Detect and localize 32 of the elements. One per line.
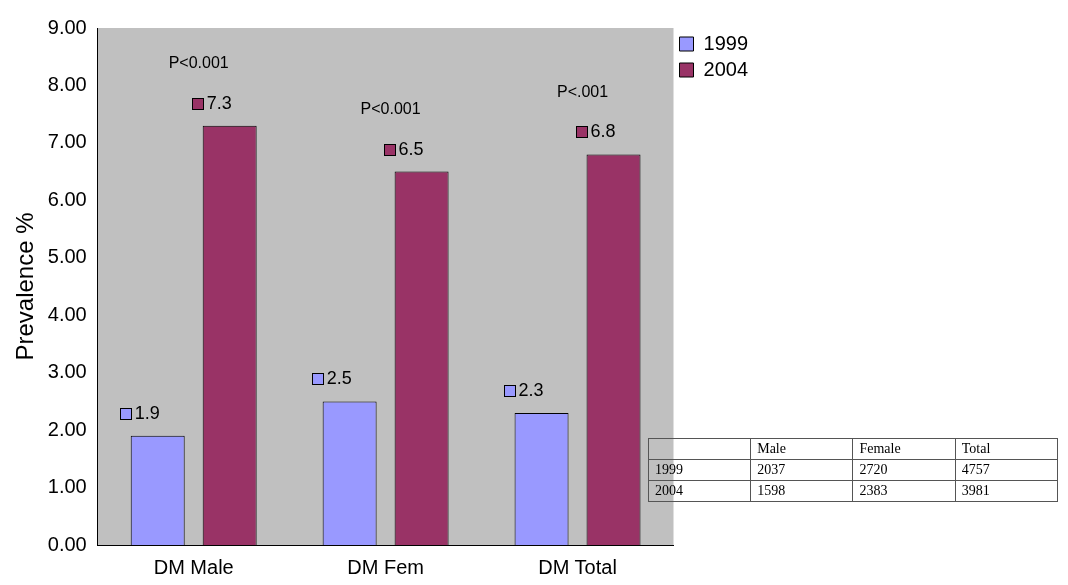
data-label: 2.5	[326, 368, 352, 389]
y-tick-label: 4.00	[47, 302, 87, 325]
y-tick-label: 2.00	[47, 417, 87, 440]
x-tick-label: Female	[852, 438, 956, 460]
annotation: P<0.001	[360, 100, 421, 118]
data-label: 1598	[750, 480, 853, 502]
y-tick-label: 9.00	[47, 15, 87, 38]
data-label: 2720	[852, 459, 956, 481]
data-label: 1.9	[134, 402, 160, 423]
y-axis-title: Prevalence %	[11, 212, 39, 361]
y-tick-label: 0.00	[47, 532, 87, 555]
data-label: 6.8	[590, 121, 616, 142]
data-label: 2.3	[518, 379, 544, 400]
y-tick-label: 8.00	[47, 72, 87, 95]
x-tick-label: DM Fem	[347, 555, 424, 578]
annotation: P<.001	[556, 82, 609, 100]
annotation: P<0.001	[168, 54, 229, 72]
y-tick-label: 1.00	[47, 475, 87, 498]
y-tick-label: 3.00	[47, 360, 87, 383]
data-label: 4757	[955, 459, 1058, 481]
data-label: 6.5	[398, 138, 424, 159]
data-label: 2037	[750, 459, 853, 481]
y-tick-label: 7.00	[47, 130, 87, 153]
x-tick-label: DM Total	[538, 555, 617, 578]
data-label: 2383	[852, 480, 956, 502]
x-tick-label: DM Male	[153, 555, 234, 578]
data-label: 3981	[955, 480, 1058, 502]
y-tick-label: 5.00	[47, 245, 87, 268]
y-tick-label: 6.00	[47, 187, 87, 210]
data-label: 7.3	[206, 92, 232, 113]
x-tick-label: Total	[955, 438, 1058, 460]
x-tick-label: Male	[750, 438, 853, 460]
